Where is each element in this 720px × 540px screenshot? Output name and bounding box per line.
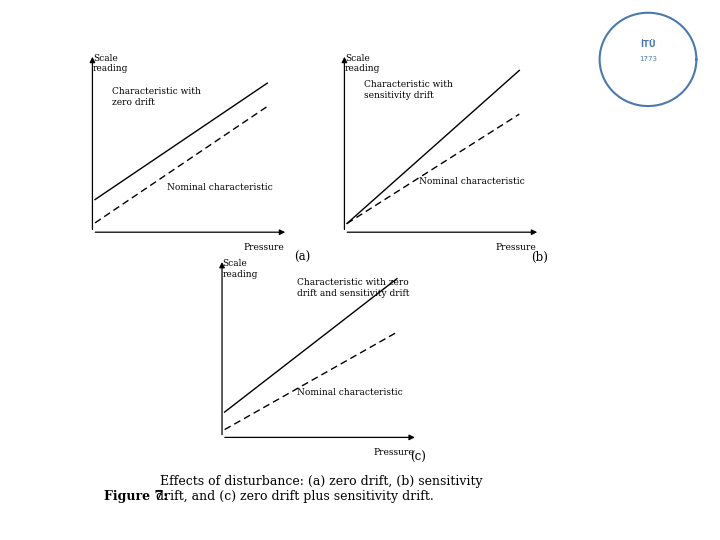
Text: (b): (b): [531, 251, 549, 264]
Text: Scale
reading: Scale reading: [345, 54, 380, 73]
Text: Figure 7:: Figure 7:: [104, 490, 168, 503]
Text: Effects of disturbance: (a) zero drift, (b) sensitivity
drift, and (c) zero drif: Effects of disturbance: (a) zero drift, …: [156, 475, 483, 503]
Text: Pressure: Pressure: [243, 243, 284, 252]
Text: Pressure: Pressure: [373, 448, 414, 457]
Text: Characteristic with zero
drift and sensitivity drift: Characteristic with zero drift and sensi…: [297, 278, 410, 299]
Text: (a): (a): [294, 251, 310, 264]
Text: Nominal characteristic: Nominal characteristic: [167, 184, 273, 192]
Text: 1773: 1773: [639, 56, 657, 63]
Text: Scale
reading: Scale reading: [93, 54, 128, 73]
Text: Characteristic with
sensitivity drift: Characteristic with sensitivity drift: [364, 80, 453, 100]
Text: Nominal characteristic: Nominal characteristic: [297, 388, 402, 397]
Text: Scale
reading: Scale reading: [222, 259, 258, 279]
Text: Characteristic with
zero drift: Characteristic with zero drift: [112, 87, 201, 107]
Text: İTÜ: İTÜ: [640, 40, 656, 49]
Text: Nominal characteristic: Nominal characteristic: [419, 178, 525, 186]
Text: (c): (c): [410, 451, 426, 464]
Text: Pressure: Pressure: [495, 243, 536, 252]
